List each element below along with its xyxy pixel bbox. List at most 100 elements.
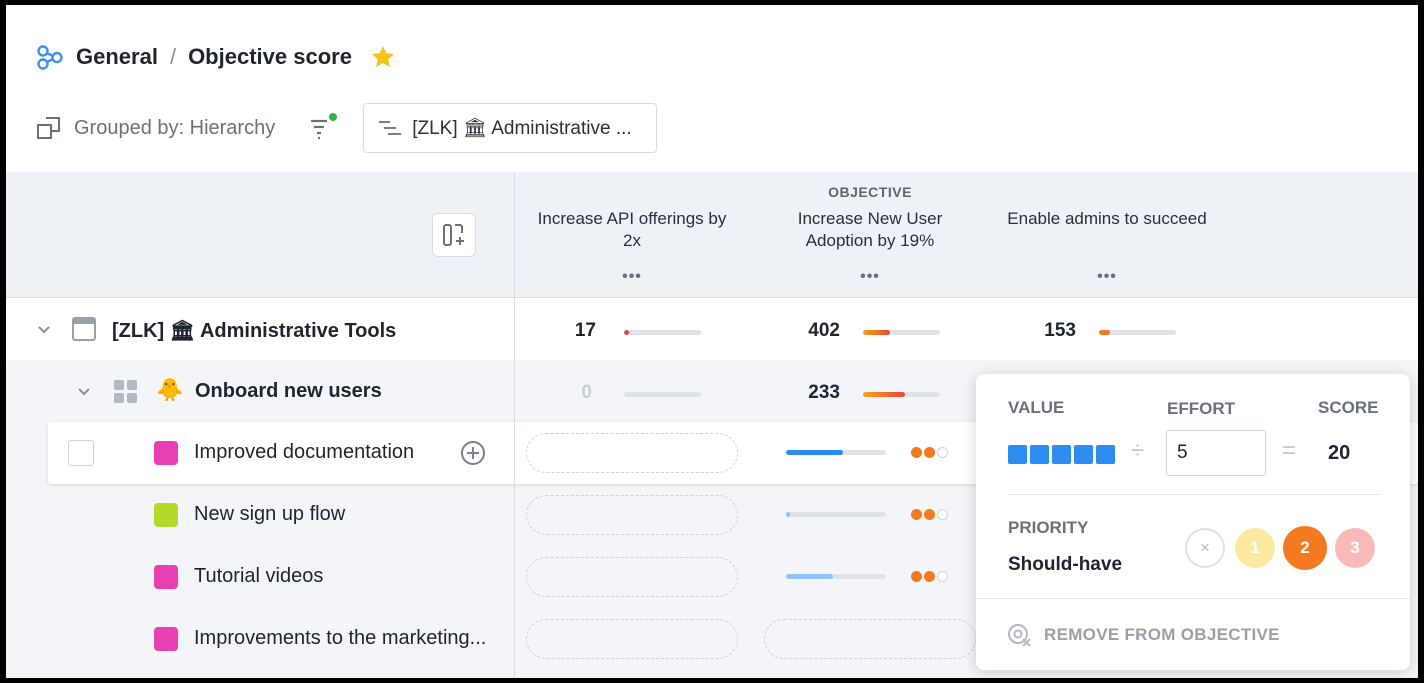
effort-label: EFFORT xyxy=(1167,399,1235,418)
component-icon xyxy=(72,317,96,341)
objective-column-api[interactable]: Increase API offerings by 2x xyxy=(537,209,727,250)
score-cell-empty[interactable] xyxy=(526,557,738,597)
scope-chip[interactable]: [ZLK] 🏛 Administrative ... xyxy=(363,103,658,153)
score-popover: VALUE EFFORT SCORE ÷ = 20 PRIORITY Shoul… xyxy=(976,374,1410,670)
feature-color-icon xyxy=(154,565,178,589)
breadcrumb-workspace[interactable]: General xyxy=(76,44,158,69)
score-bar-zlk-api xyxy=(624,330,701,335)
row-checkbox[interactable] xyxy=(68,440,94,466)
column-divider xyxy=(514,172,515,678)
value-bar xyxy=(786,574,886,579)
value-blocks[interactable] xyxy=(1008,445,1118,464)
add-circle-icon[interactable] xyxy=(460,440,486,466)
score-bar-zlk-admins xyxy=(1099,330,1176,335)
add-column-button[interactable] xyxy=(432,213,476,257)
objective-more-api[interactable]: ••• xyxy=(622,268,642,285)
priority-dot xyxy=(911,447,922,458)
breadcrumb: General / Objective score xyxy=(36,39,396,75)
remove-from-objective-label: REMOVE FROM OBJECTIVE xyxy=(1044,624,1280,644)
table-row-marketing[interactable]: Improvements to the marketing... xyxy=(6,608,1418,670)
grid-icon xyxy=(114,380,137,403)
filter-active-dot xyxy=(329,113,338,121)
scope-chip-label: [ZLK] 🏛 Administrative ... xyxy=(412,118,632,139)
value-label: VALUE xyxy=(1008,398,1065,417)
priority-dot xyxy=(924,571,935,582)
objective-more-adoption[interactable]: ••• xyxy=(860,268,880,285)
table-row-new-sign-up-flow[interactable]: New sign up flow xyxy=(6,484,1418,546)
popover-divider xyxy=(1008,494,1380,495)
chevron-down-icon[interactable] xyxy=(36,322,52,338)
score-onboard-api: 0 xyxy=(581,382,592,403)
equals-icon: = xyxy=(1282,437,1297,464)
row-label-tutorial-videos: Tutorial videos xyxy=(194,565,324,587)
filter-icon xyxy=(311,119,328,140)
star-icon[interactable] xyxy=(370,44,396,70)
priority-value: Should-have xyxy=(1008,554,1123,575)
score-bar-zlk-adoption xyxy=(863,330,940,335)
priority-dots xyxy=(911,447,950,458)
priority-clear-button[interactable]: × xyxy=(1185,528,1225,568)
priority-label: PRIORITY xyxy=(1008,518,1089,537)
feature-color-icon xyxy=(154,503,178,527)
app-window: General / Objective score Grouped by: Hi… xyxy=(6,5,1418,678)
priority-dot xyxy=(937,509,948,520)
remove-from-objective-button[interactable]: REMOVE FROM OBJECTIVE xyxy=(976,598,1410,670)
grouped-by-button[interactable]: Grouped by: Hierarchy xyxy=(36,115,275,141)
feature-color-icon xyxy=(154,441,178,465)
table-row-tutorial-videos[interactable]: Tutorial videos xyxy=(6,546,1418,608)
chevron-down-icon[interactable] xyxy=(76,384,92,400)
objective-more-admins[interactable]: ••• xyxy=(1097,268,1117,285)
grouped-by-label: Grouped by: Hierarchy xyxy=(74,116,276,139)
row-label-marketing: Improvements to the marketing... xyxy=(194,627,487,649)
value-block[interactable] xyxy=(1008,445,1027,464)
value-bar xyxy=(786,512,886,517)
score-cell-empty[interactable] xyxy=(526,495,738,535)
score-cell-empty[interactable] xyxy=(526,619,738,659)
objective-column-admins[interactable]: Enable admins to succeed xyxy=(1007,209,1207,228)
score-zlk-adoption: 402 xyxy=(808,320,840,341)
score-zlk-api: 17 xyxy=(574,320,596,341)
onboard-emoji: 🐥 xyxy=(156,377,184,402)
priority-dots xyxy=(911,509,950,520)
value-bar xyxy=(786,450,886,455)
score-cell-empty[interactable] xyxy=(526,433,738,473)
score-zlk-admins: 153 xyxy=(1044,320,1076,341)
row-label-zlk: [ZLK] 🏛 Administrative Tools xyxy=(112,320,397,342)
score-cell-empty[interactable] xyxy=(764,619,976,659)
breadcrumb-separator: / xyxy=(169,44,177,69)
value-block[interactable] xyxy=(1052,445,1071,464)
group-icon xyxy=(37,117,60,139)
row-label-new-sign-up-flow: New sign up flow xyxy=(194,503,346,525)
score-value: 20 xyxy=(1328,442,1351,464)
priority-2-button[interactable]: 2 xyxy=(1283,526,1327,570)
priority-1-button[interactable]: 1 xyxy=(1235,528,1275,568)
workspace-icon[interactable] xyxy=(36,43,64,71)
priority-dot xyxy=(911,509,922,520)
priority-dot xyxy=(924,447,935,458)
score-onboard-adoption: 233 xyxy=(808,382,840,403)
priority-dot xyxy=(911,571,922,582)
column-add-icon xyxy=(443,224,464,246)
priority-3-button[interactable]: 3 xyxy=(1335,528,1375,568)
remove-target-icon xyxy=(1008,623,1031,647)
priority-dot xyxy=(937,447,948,458)
toolbar: Grouped by: Hierarchy [ZLK] 🏛 Administra… xyxy=(36,103,658,153)
value-block[interactable] xyxy=(1096,445,1115,464)
score-label: SCORE xyxy=(1318,398,1379,417)
grid-header: OBJECTIVE Increase API offerings by 2x •… xyxy=(6,172,1418,298)
objective-column-adoption[interactable]: Increase New User Adoption by 19% xyxy=(797,209,943,250)
table-row-zlk[interactable]: [ZLK] 🏛 Administrative Tools 17 402 153 xyxy=(6,298,1418,360)
filter-button[interactable] xyxy=(309,113,338,141)
row-label-improved-documentation: Improved documentation xyxy=(194,441,415,463)
effort-input[interactable] xyxy=(1166,430,1266,476)
divide-icon: ÷ xyxy=(1131,437,1145,464)
priority-dot xyxy=(924,509,935,520)
hierarchy-icon xyxy=(379,121,402,135)
priority-dot xyxy=(937,571,948,582)
value-block[interactable] xyxy=(1030,445,1049,464)
row-label-onboard: Onboard new users xyxy=(195,380,382,402)
page-title: Objective score xyxy=(188,44,352,69)
score-bar-onboard-adoption xyxy=(863,392,940,397)
priority-dots xyxy=(911,571,950,582)
value-block[interactable] xyxy=(1074,445,1093,464)
